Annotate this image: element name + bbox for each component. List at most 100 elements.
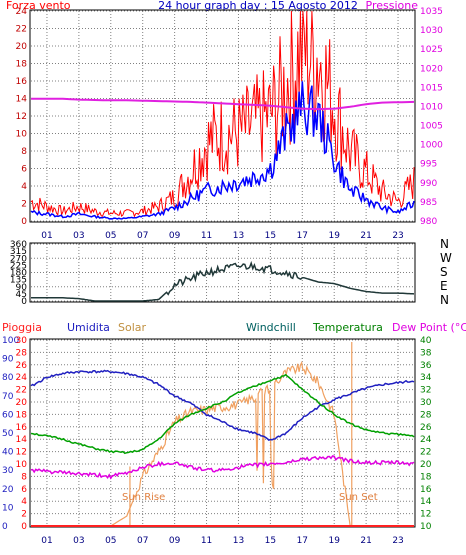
- compass-n-top: N: [440, 237, 449, 251]
- rain-y-tick: 10: [16, 460, 28, 470]
- rain-y-tick: 12: [16, 448, 27, 458]
- pressure-y-tick: 980: [420, 217, 437, 227]
- pressure-y-tick: 1000: [420, 141, 443, 151]
- humidity-y-tick: 70: [2, 392, 14, 402]
- dewpoint-line: [30, 455, 415, 480]
- rain-y-tick: 0: [21, 522, 27, 532]
- rain-y-tick: 24: [16, 373, 28, 383]
- pressure-line: [31, 97, 415, 111]
- legend-windchill: Windchill: [246, 321, 296, 334]
- wind-x-tick: 11: [201, 231, 212, 241]
- rain-y-tick: 2: [21, 510, 27, 520]
- weather-x-tick: 11: [201, 536, 212, 546]
- compass-w: W: [440, 251, 452, 265]
- pressure-y-tick: 995: [420, 160, 437, 170]
- compass-s: S: [440, 265, 448, 279]
- wind-y-tick: 14: [16, 95, 28, 105]
- temperature-line: [30, 373, 415, 455]
- pressure-y-tick: 1010: [420, 102, 443, 112]
- legend-solar: Solar: [118, 321, 147, 334]
- direction-y-tick: 90: [16, 283, 28, 293]
- wind-x-tick: 07: [137, 231, 148, 241]
- wind-average-line: [30, 81, 415, 220]
- legend-dewpoint: Dew Point (°C): [392, 321, 466, 334]
- title-wind: Forza vento: [6, 0, 71, 12]
- weather-x-tick: 23: [392, 536, 403, 546]
- rain-y-tick: 20: [16, 398, 28, 408]
- humidity-y-tick: 80: [2, 373, 14, 383]
- weather-x-tick: 19: [328, 536, 340, 546]
- data-series: [30, 10, 415, 527]
- wind-x-tick: 17: [297, 231, 308, 241]
- legend-umidita: Umidita: [67, 321, 110, 334]
- temperature-y-tick: 16: [420, 485, 432, 495]
- wind-x-tick: 05: [105, 231, 116, 241]
- sunset-label: Sun Set: [339, 492, 378, 503]
- rain-y-tick: 16: [16, 423, 28, 433]
- pressure-y-tick: 1035: [420, 7, 443, 17]
- wind-y-tick: 20: [16, 42, 28, 52]
- direction-y-tick: 270: [10, 254, 27, 264]
- temperature-y-tick: 24: [420, 435, 432, 445]
- temperature-y-tick: 26: [420, 423, 432, 433]
- wind-x-tick: 03: [73, 231, 84, 241]
- compass-n-bottom: N: [440, 293, 449, 307]
- wind-y-tick: 22: [16, 25, 27, 35]
- pressure-y-tick: 990: [420, 179, 437, 189]
- rain-y-tick: 18: [16, 410, 28, 420]
- sunrise-label: Sun Rise: [122, 492, 165, 503]
- rain-y-tick: 4: [21, 497, 27, 507]
- wind-x-tick: 23: [392, 231, 403, 241]
- wind-panel-frame: [29, 9, 416, 223]
- temperature-y-tick: 18: [420, 472, 432, 482]
- rain-y-tick: 26: [16, 361, 28, 371]
- direction-y-tick: 135: [10, 276, 27, 286]
- chart-title: 24 hour graph day : 15 Agosto 2012: [158, 0, 358, 12]
- temperature-y-tick: 10: [420, 522, 432, 532]
- pressure-y-tick: 1020: [420, 64, 443, 74]
- direction-y-tick: 360: [10, 240, 27, 250]
- temperature-y-tick: 22: [420, 448, 431, 458]
- wind-y-tick: 16: [16, 77, 28, 87]
- legend-temperatura: Temperatura: [312, 321, 383, 334]
- humidity-y-tick: 100: [2, 336, 19, 346]
- temperature-y-tick: 38: [420, 348, 432, 358]
- compass-labels: N W S E N: [440, 237, 452, 307]
- weather-x-tick: 01: [41, 536, 52, 546]
- wind-x-tick: 13: [233, 231, 244, 241]
- humidity-line: [30, 369, 415, 441]
- rain-y-tick: 8: [21, 472, 27, 482]
- pressure-y-tick: 985: [420, 198, 437, 208]
- direction-y-tick: 225: [10, 261, 27, 271]
- wind-y-tick: 6: [21, 165, 27, 175]
- wind-x-tick: 19: [328, 231, 340, 241]
- wind-y-tick: 12: [16, 112, 27, 122]
- wind-x-tick: 15: [265, 231, 276, 241]
- wind-speed-line: [30, 10, 415, 218]
- temperature-y-tick: 20: [420, 460, 432, 470]
- direction-panel-frame: [29, 242, 416, 303]
- pressure-y-tick: 1005: [420, 122, 443, 132]
- weather-x-tick: 07: [137, 536, 148, 546]
- compass-e: E: [440, 279, 448, 293]
- humidity-y-tick: 20: [2, 485, 14, 495]
- rain-y-tick: 22: [16, 386, 27, 396]
- rain-y-tick: 30: [16, 336, 28, 346]
- direction-y-tick: 180: [10, 269, 27, 279]
- humidity-y-tick: 50: [2, 429, 14, 439]
- humidity-y-tick: 90: [2, 355, 14, 365]
- wind-y-tick: 10: [16, 130, 28, 140]
- rain-y-tick: 14: [16, 435, 28, 445]
- weather-x-tick: 03: [73, 536, 84, 546]
- pressure-y-tick: 1025: [420, 45, 443, 55]
- wind-y-tick: 24: [16, 7, 28, 17]
- temperature-y-tick: 28: [420, 410, 432, 420]
- humidity-y-tick: 40: [2, 448, 14, 458]
- direction-y-tick: 45: [16, 290, 27, 300]
- wind-y-tick: 4: [21, 182, 27, 192]
- wind-y-tick: 0: [21, 217, 27, 227]
- weather-x-tick: 13: [233, 536, 244, 546]
- humidity-y-tick: 30: [2, 466, 14, 476]
